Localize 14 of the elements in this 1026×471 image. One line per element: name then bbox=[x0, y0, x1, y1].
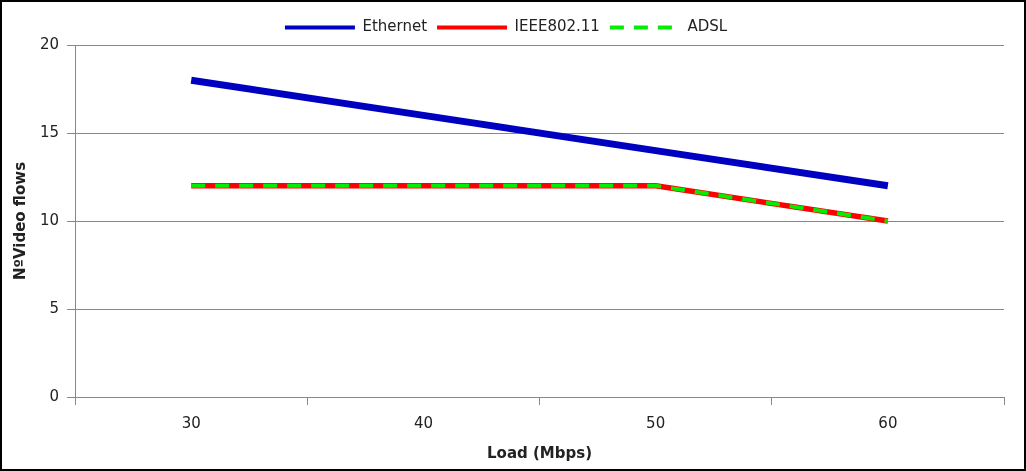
y-tick-label: 20 bbox=[39, 34, 60, 53]
x-axis-title: Load (Mbps) bbox=[487, 443, 593, 462]
x-tick-label: 60 bbox=[878, 413, 898, 432]
x-tick-label: 50 bbox=[646, 413, 666, 432]
legend-label: Ethernet bbox=[362, 17, 428, 36]
x-tick-label: 40 bbox=[413, 413, 433, 432]
legend-label: ADSL bbox=[687, 17, 728, 36]
y-tick-label: 15 bbox=[39, 122, 60, 141]
x-tick-label: 30 bbox=[181, 413, 201, 432]
y-tick-label: 10 bbox=[39, 210, 60, 229]
y-tick-label: 5 bbox=[49, 298, 60, 317]
y-tick-label: 0 bbox=[49, 386, 60, 405]
y-axis-title: NºVideo flows bbox=[10, 161, 29, 281]
legend-label: IEEE802.11 bbox=[514, 17, 600, 36]
